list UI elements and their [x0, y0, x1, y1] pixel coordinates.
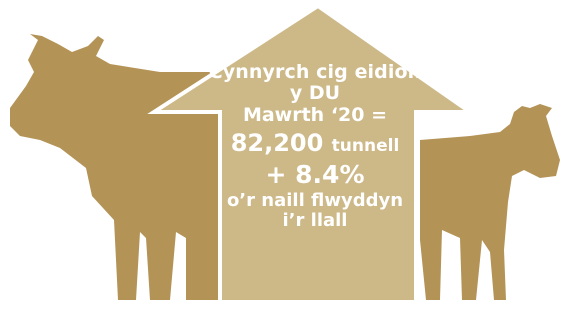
cow-silhouette-icon	[10, 34, 230, 300]
headline-line-2: y DU	[289, 82, 341, 105]
production-unit: tunnell	[331, 135, 400, 156]
change-label-line-2: i’r llall	[282, 209, 348, 231]
change-value: + 8.4%	[265, 159, 365, 189]
change-label-line-1: o’r naill flwyddyn	[226, 189, 404, 211]
headline-line-3: Mawrth ‘20 =	[242, 103, 388, 126]
headline-text-block: Cynnyrch cig eidion y DU Mawrth ‘20 = 82…	[200, 61, 430, 231]
calf-silhouette-icon	[420, 104, 560, 300]
up-arrow-icon	[147, 3, 477, 304]
production-value: 82,200	[230, 128, 324, 157]
production-stat: 82,200 tunnell	[200, 128, 430, 157]
headline-line-1: Cynnyrch cig eidion	[208, 61, 422, 83]
